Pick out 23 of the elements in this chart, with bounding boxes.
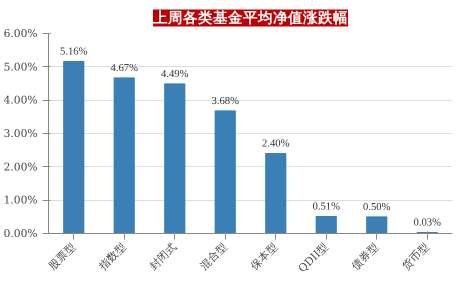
x-tick-label: 混合型 xyxy=(197,240,230,272)
x-tick-label: 债券型 xyxy=(348,240,382,272)
y-tick-label: 4.00% xyxy=(4,94,38,107)
data-label: 0.51% xyxy=(312,202,340,212)
data-label: 4.49% xyxy=(160,68,189,80)
data-label: 4.67% xyxy=(110,62,138,74)
y-tick-label: 0.00% xyxy=(4,227,38,240)
data-label: 0.03% xyxy=(413,218,442,228)
data-label: 0.50% xyxy=(362,202,391,213)
y-tick-label: 2.00% xyxy=(4,160,38,174)
data-label: 2.40% xyxy=(262,138,290,150)
y-tick-label: 1.00% xyxy=(4,194,38,207)
y-tick-label: 6.00% xyxy=(4,27,38,40)
x-tick-label: 封闭式 xyxy=(146,240,180,272)
y-tick-label: 3.00% xyxy=(4,127,38,140)
data-label: 5.16% xyxy=(60,46,88,58)
x-tick-label: 保本型 xyxy=(248,240,280,272)
x-tick-label: 股票型 xyxy=(46,240,78,272)
data-label: 3.68% xyxy=(211,96,240,107)
chart-title: 上周各类基金平均净值涨跌幅 xyxy=(152,10,348,26)
y-tick-label: 5.00% xyxy=(4,60,38,74)
x-tick-label: 货币型 xyxy=(399,240,432,272)
x-tick-label: 指数型 xyxy=(96,240,129,274)
